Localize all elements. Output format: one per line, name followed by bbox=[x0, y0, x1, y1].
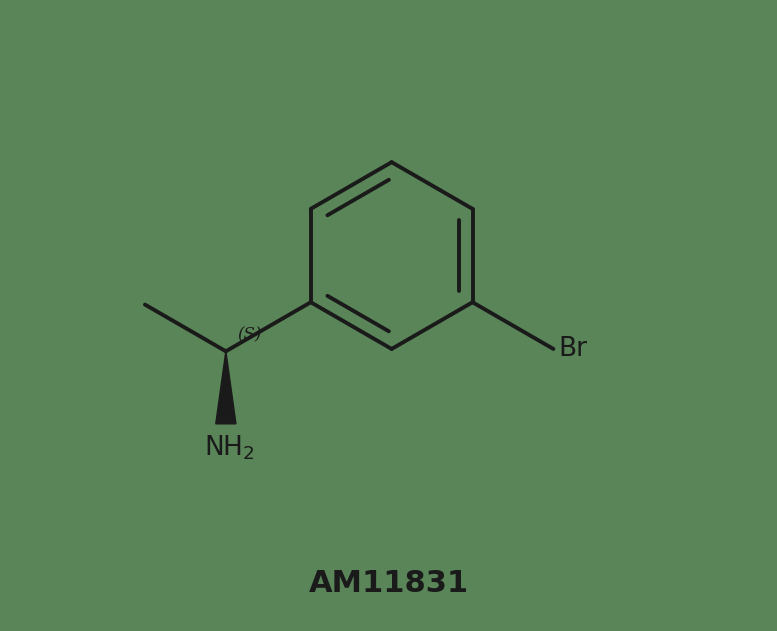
Polygon shape bbox=[216, 351, 236, 424]
Text: (S): (S) bbox=[237, 327, 262, 344]
Text: NH$_2$: NH$_2$ bbox=[204, 433, 254, 462]
Text: Br: Br bbox=[559, 336, 587, 362]
Text: AM11831: AM11831 bbox=[308, 569, 469, 598]
